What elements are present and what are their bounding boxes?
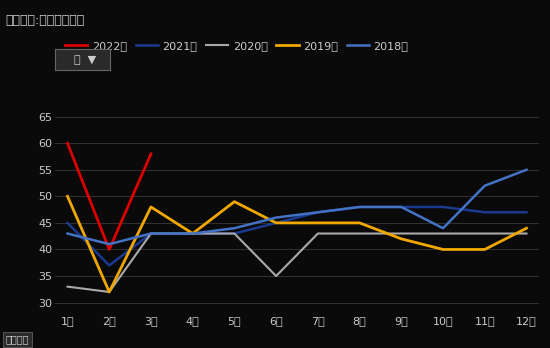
2020年 <box>64 285 71 289</box>
Legend: 2022年, 2021年, 2020年, 2019年, 2018年: 2022年, 2021年, 2020年, 2019年, 2018年 <box>60 37 413 55</box>
2021年 <box>231 231 238 236</box>
2021年 <box>315 210 321 214</box>
Text: 年  ▼: 年 ▼ <box>74 55 96 65</box>
2019年 <box>189 231 196 236</box>
2018年 <box>147 231 154 236</box>
2021年 <box>481 210 488 214</box>
2018年 <box>106 242 113 246</box>
Line: 2021年: 2021年 <box>68 207 526 266</box>
2021年 <box>398 205 405 209</box>
2021年 <box>440 205 447 209</box>
2021年 <box>106 263 113 268</box>
2018年 <box>440 226 447 230</box>
2021年 <box>273 221 279 225</box>
2020年 <box>147 231 154 236</box>
Text: 指标名称: 指标名称 <box>6 334 29 345</box>
2019年 <box>315 221 321 225</box>
2018年 <box>64 231 71 236</box>
2020年 <box>398 231 405 236</box>
2022年 <box>106 247 113 252</box>
2022年 <box>64 141 71 145</box>
2021年 <box>189 231 196 236</box>
2020年 <box>189 231 196 236</box>
2020年 <box>356 231 363 236</box>
2019年 <box>273 221 279 225</box>
2020年 <box>440 231 447 236</box>
2018年 <box>356 205 363 209</box>
Line: 2019年: 2019年 <box>68 196 526 292</box>
2018年 <box>481 184 488 188</box>
2020年 <box>273 274 279 278</box>
2018年 <box>273 215 279 220</box>
2019年 <box>481 247 488 252</box>
2018年 <box>189 231 196 236</box>
2018年 <box>231 226 238 230</box>
Line: 2018年: 2018年 <box>68 170 526 244</box>
2020年 <box>315 231 321 236</box>
2018年 <box>523 168 530 172</box>
Line: 2020年: 2020年 <box>68 234 526 292</box>
2022年 <box>147 152 154 156</box>
2021年 <box>64 221 71 225</box>
2021年 <box>523 210 530 214</box>
2019年 <box>147 205 154 209</box>
2021年 <box>147 231 154 236</box>
2019年 <box>64 194 71 198</box>
2020年 <box>481 231 488 236</box>
2019年 <box>523 226 530 230</box>
2019年 <box>398 237 405 241</box>
2020年 <box>523 231 530 236</box>
Text: 平均值项:铝材出口总量: 平均值项:铝材出口总量 <box>6 14 85 27</box>
2019年 <box>231 199 238 204</box>
2020年 <box>231 231 238 236</box>
2018年 <box>398 205 405 209</box>
Line: 2022年: 2022年 <box>68 143 151 250</box>
2018年 <box>315 210 321 214</box>
2019年 <box>440 247 447 252</box>
2020年 <box>106 290 113 294</box>
2021年 <box>356 205 363 209</box>
2019年 <box>356 221 363 225</box>
2019年 <box>106 290 113 294</box>
